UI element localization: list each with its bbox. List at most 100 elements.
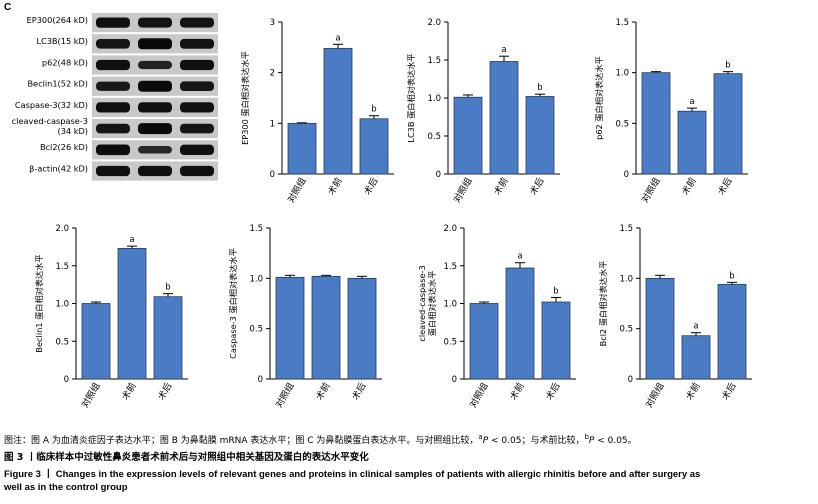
x-tick-label: 对照组 [285,176,309,205]
x-tick-label: 术后 [715,176,734,198]
significance-label: b [553,286,558,296]
bar [525,96,555,175]
y-axis-label-line: p62 蛋白相对表达水平 [594,56,604,140]
x-tick-label: 术前 [507,381,526,403]
blot-band [180,123,214,134]
blot-band [180,165,214,177]
y-axis-label: LC3B 蛋白相对表达水平 [406,53,416,142]
bar [153,296,183,380]
x-tick-label: 术后 [361,176,380,198]
y-axis-label-line: Bcl2 蛋白相对表达水平 [598,261,608,347]
x-tick-label: 对照组 [643,381,667,410]
bar [677,110,707,175]
bar [359,118,389,175]
blot-band [96,39,130,49]
y-tick-label: 2.0 [427,18,441,28]
bar-chart: 0 0.5 1.0 1.5 2.0 cleaved-caspase-3蛋白相对表达水平对照… [417,224,576,410]
significance-label: b [725,61,730,71]
blot-band-label: p62(48 kD) [42,57,88,67]
x-tick-label: 对照组 [273,381,297,410]
blot-band [180,38,214,49]
panel-label: C [4,2,12,13]
blot-band [96,144,130,156]
blot-band-label: β-actin(42 kD) [29,163,88,173]
y-tick-label: 1.0 [55,300,69,310]
blot-band [138,80,172,92]
bar [453,96,483,175]
blot-band [138,123,172,135]
x-tick-label: 术前 [313,381,332,403]
y-tick-label: 0.5 [427,132,441,142]
bar [311,275,341,380]
y-axis-label: EP300 蛋白相对表达水平 [240,51,250,145]
blot-band [138,165,172,177]
y-tick-label: 1.5 [443,262,457,272]
bar [275,276,305,380]
caption-title-en-cont: well as in the control group [4,482,128,493]
bar [489,61,519,175]
y-tick-label: 0 [452,375,457,385]
blot-band [96,81,130,91]
y-tick-label: 0.5 [249,325,263,335]
x-tick-label: 术后 [543,381,562,403]
y-tick-label: 0 [436,170,441,180]
blot-band [138,102,172,113]
x-tick-label: 术前 [683,381,702,403]
x-tick-label: 术前 [325,176,344,198]
blot-band [96,102,130,113]
significance-label: a [335,33,340,43]
y-tick-label: 2.0 [443,224,457,234]
significance-label: a [689,97,694,107]
y-axis-label-line: LC3B 蛋白相对表达水平 [406,53,416,142]
bar [323,47,353,175]
blot-band-label: Bcl2(26 kD) [40,142,88,152]
blot-band [180,17,214,28]
blot-band-label: cleaved-caspase-3 [12,116,88,126]
x-tick-label: 术后 [155,381,174,403]
blot-band [138,17,172,28]
x-tick-label: 术后 [527,176,546,198]
significance-label: b [371,105,376,115]
y-tick-label: 0 [258,375,263,385]
y-tick-label: 2.0 [55,224,69,234]
blot-band [96,59,130,71]
x-tick-label: 对照组 [467,381,491,410]
y-tick-label: 1.5 [619,224,633,234]
blot-band [138,146,172,154]
x-tick-label: 术前 [119,381,138,403]
bar [469,303,499,380]
blot-band-label: (34 kD) [58,126,88,136]
y-axis-label-line: 蛋白相对表达水平 [427,271,437,337]
y-tick-label: 0 [624,170,629,180]
blot-band [180,81,214,91]
y-tick-label: 1.0 [443,300,457,310]
significance-label: a [129,235,134,245]
caption-title-en: Figure 3 丨 Changes in the expression lev… [4,469,701,480]
blot-band-label: LC3B(15 kD) [36,36,88,46]
y-tick-label: 1.0 [619,274,633,284]
y-tick-label: 3 [270,18,275,28]
blot-band [96,123,130,134]
blot-band [138,38,172,50]
y-tick-label: 1.5 [55,262,69,272]
y-tick-label: 0.5 [615,119,629,129]
bar [287,122,317,175]
blot-band [96,17,130,28]
y-axis-label-line: Beclin1 蛋白相对表达水平 [34,254,44,352]
y-axis-label: cleaved-caspase-3蛋白相对表达水平 [417,265,437,341]
y-tick-label: 1.5 [615,18,629,28]
significance-label: b [165,283,170,293]
y-tick-label: 0 [628,375,633,385]
western-blot: EP300(264 kD) LC3B(15 kD) p62(48 kD) Beclin… [12,13,218,181]
y-tick-label: 0.5 [55,337,69,347]
bar [81,303,111,380]
significance-label: b [729,271,734,281]
x-tick-label: 术前 [679,176,698,198]
bar [117,247,147,380]
blot-band [96,165,130,177]
y-tick-label: 0.5 [619,325,633,335]
